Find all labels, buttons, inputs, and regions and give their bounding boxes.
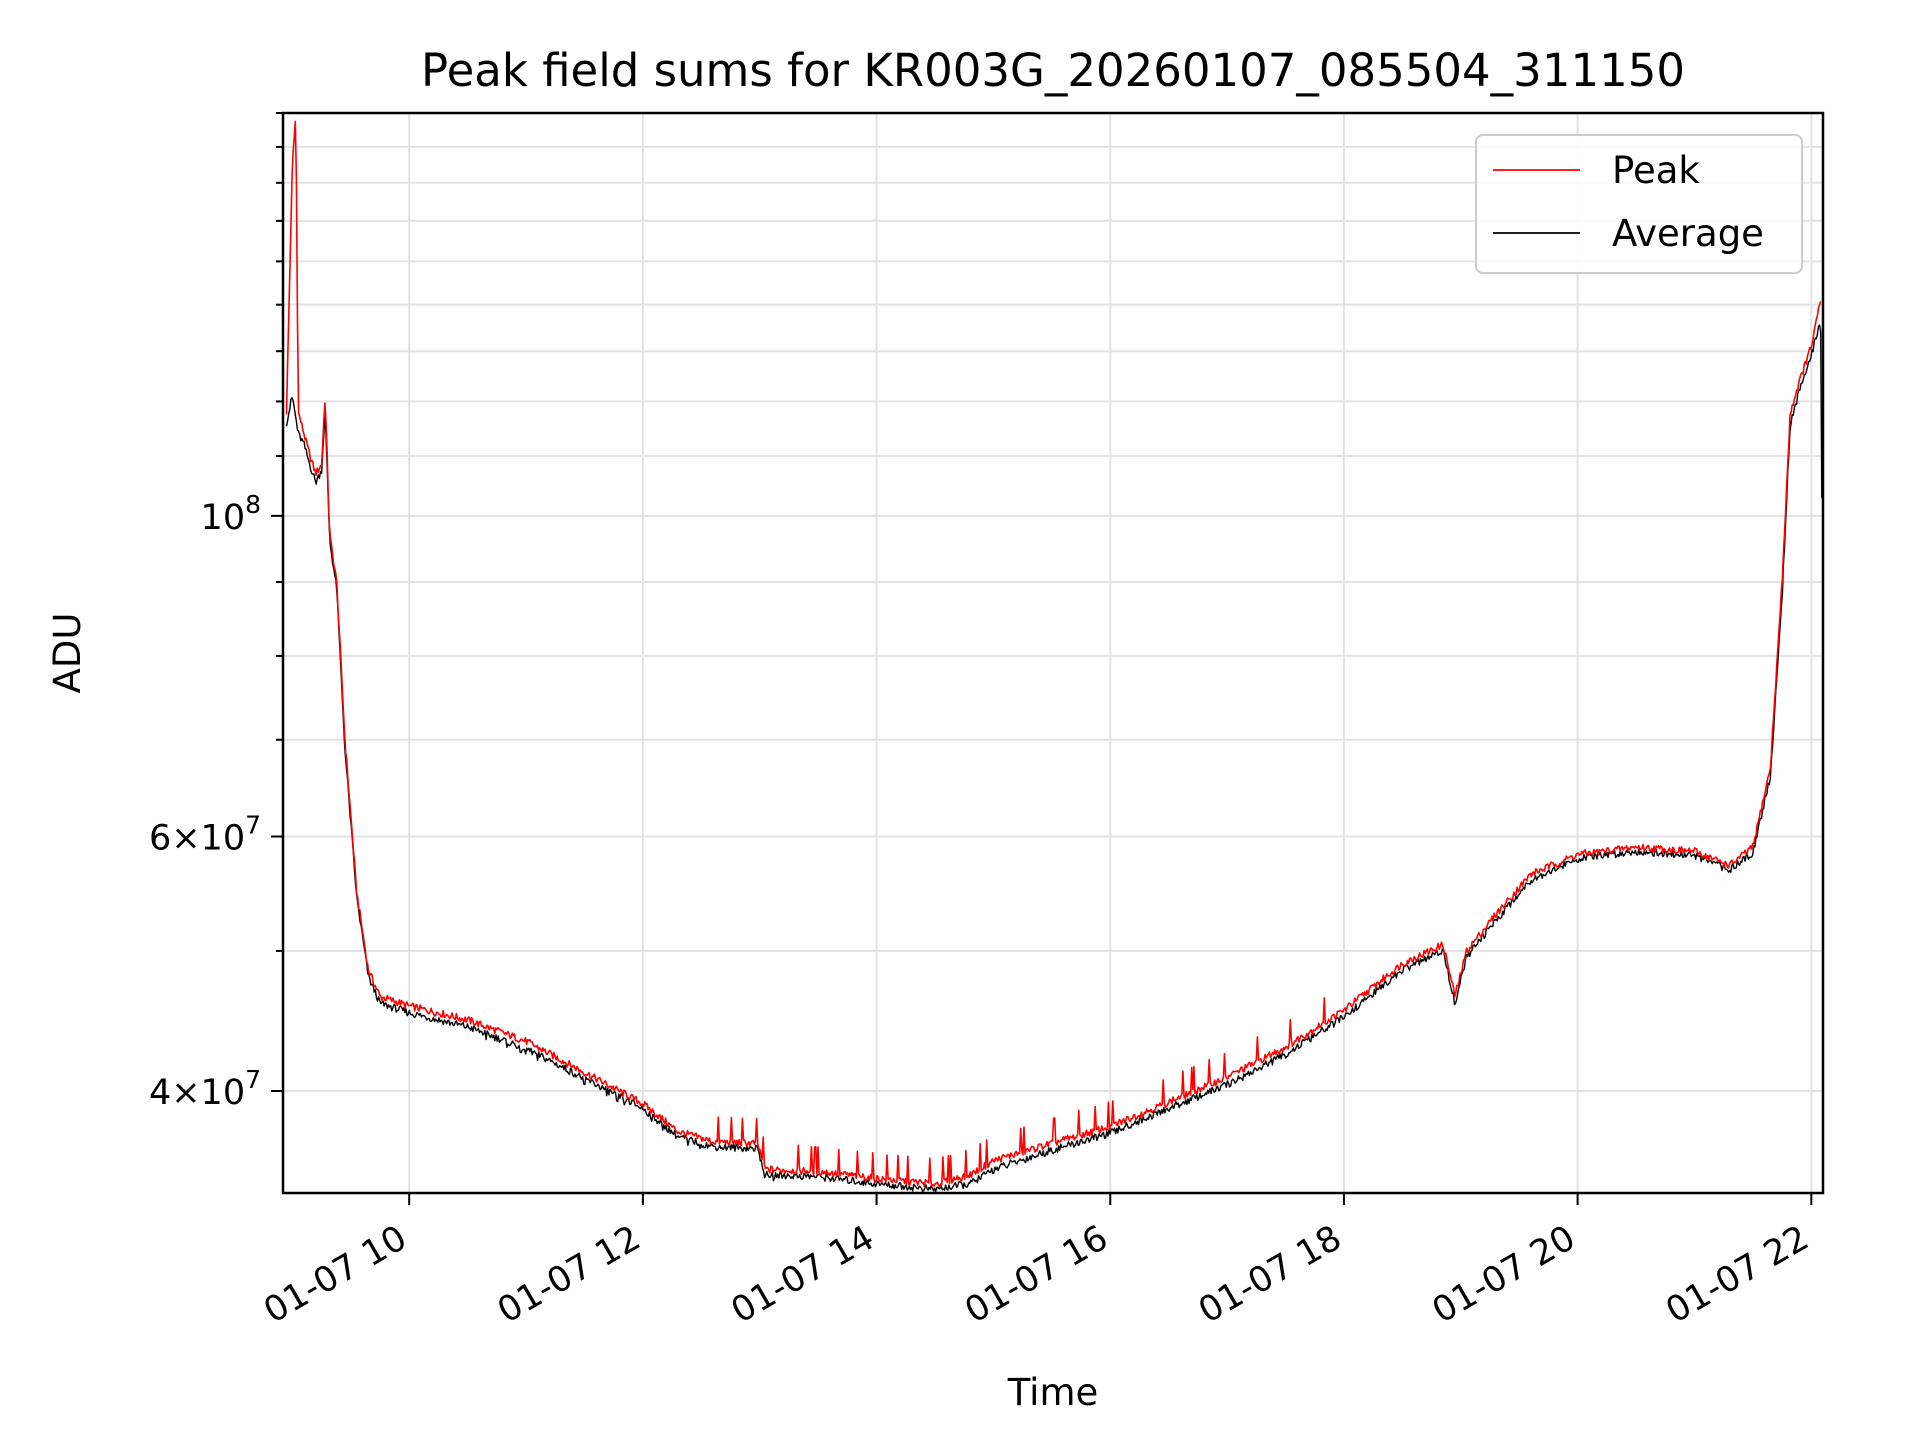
- x-tick-label: 01-07 10: [257, 1218, 413, 1331]
- series-layer: [285, 120, 1823, 1193]
- x-tick-label: 01-07 12: [491, 1218, 647, 1331]
- x-axis-label: Time: [1007, 1371, 1099, 1414]
- series-average-line: [285, 324, 1823, 1193]
- x-axis: 01-07 10 01-07 12 01-07 14 01-07 16 01-07 18…: [257, 1193, 1816, 1331]
- y-tick-label: 4×107: [149, 1065, 261, 1113]
- x-tick-label: 01-07 14: [725, 1218, 881, 1331]
- x-tick-label: 01-07 22: [1660, 1218, 1816, 1331]
- y-tick-exponent: 7: [245, 1065, 261, 1094]
- y-tick-exponent: 7: [245, 810, 261, 839]
- legend: Peak Average: [1475, 134, 1803, 274]
- x-tick-label: 01-07 18: [1192, 1218, 1348, 1331]
- x-tick-label: 01-07 20: [1426, 1218, 1582, 1331]
- legend-average-label: Average: [1612, 212, 1764, 255]
- y-tick-mantissa: 4: [149, 1073, 171, 1113]
- y-tick-mantissa: 6: [149, 818, 171, 858]
- y-tick-exponent: 8: [245, 490, 261, 519]
- y-tick-label: 108: [201, 490, 261, 538]
- y-axis-label: ADU: [46, 613, 89, 694]
- legend-peak-label: Peak: [1612, 149, 1700, 192]
- series-peak-line: [285, 120, 1822, 1188]
- y-axis: 4×107 6×107 108: [149, 112, 283, 1113]
- x-tick-label: 01-07 16: [958, 1218, 1114, 1331]
- axes-frame: [281, 111, 1825, 1195]
- grid: [283, 112, 1823, 1193]
- chart-title: Peak field sums for KR003G_20260107_0855…: [421, 44, 1685, 97]
- y-tick-label: 6×107: [149, 810, 261, 858]
